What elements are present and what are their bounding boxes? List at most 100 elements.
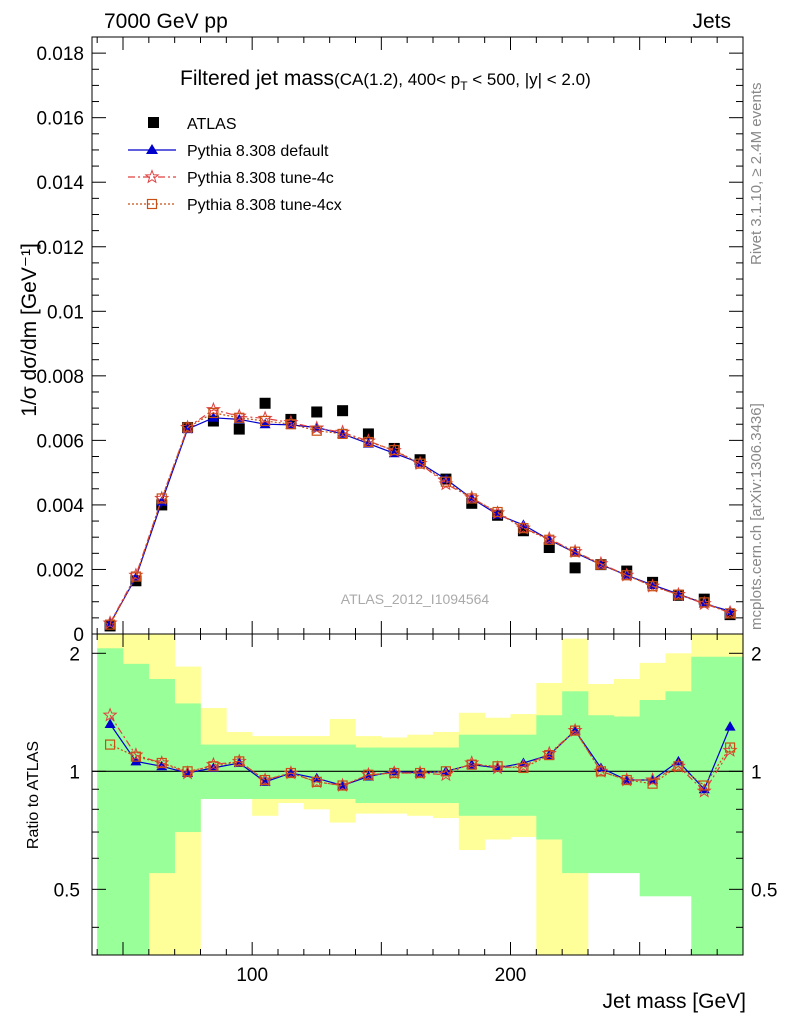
main-series-3-point-10 [363,436,374,448]
ratio-band-green [536,715,563,840]
main-series-3-point-11 [389,444,400,456]
legend-label-default: Pythia 8.308 default [187,143,329,160]
x-tick-label: 100 [236,965,268,986]
ratio-series-1-point-0 [102,707,118,722]
main-series-3-point-6 [259,415,271,427]
ratio-series-2-point-7 [285,767,297,779]
main-y-axis-label: 1/σ dσ/dm [GeV⁻¹] [18,243,41,417]
main-series-0-point-6 [259,397,271,409]
x-axis-label: Jet mass [GeV] [602,990,746,1013]
main-series-3-point-1 [130,571,142,582]
main-y-tick-label: 0 [73,625,84,646]
main-series-3-point-14 [466,493,477,504]
main-series-3-point-17 [544,534,555,545]
main-series-3-point-22 [673,589,684,600]
main-y-tick-label: 0.004 [36,496,84,517]
main-title-sub-subscript: T [460,79,468,93]
legend-entry-atlas: ATLAS [148,116,237,133]
ratio-band-green [691,656,718,955]
main-y-tick-label: 0.014 [36,173,84,194]
ratio-series-2-point-6 [259,774,271,786]
ratio-series-0-point-10 [362,771,374,781]
ratio-series-2-point-24 [724,742,736,753]
main-plot: 0 0.002 0.004 0.006 0.008 0.01 0.012 0.014 0.016… [36,36,744,646]
ratio-series-2-point-21 [647,778,658,789]
main-series-3-point-2 [156,493,167,504]
ratio-y-tick-label-right: 2 [751,644,762,665]
ratio-band-green [588,715,615,874]
main-title-sub-pre: (CA(1.2), 400< p [334,70,460,89]
ratio-series-2-point-8 [311,776,322,787]
main-series-3-point-12 [414,458,426,469]
main-series-3-point-0 [104,619,116,630]
main-y-tick-label: 0.018 [36,44,84,65]
legend-marker-default [146,144,158,154]
main-title: Filtered jet mass(CA(1.2), 400< pT < 500… [180,67,591,93]
ratio-series-2-point-20 [621,774,632,786]
main-series-3-point-4 [208,407,219,419]
main-series-3-point-8 [311,425,322,436]
ratio-series-2-point-18 [569,725,581,736]
ratio-series-2-point-1 [130,751,142,762]
header-energy: 7000 GeV pp [104,10,228,33]
ratio-series-0-point-23 [698,783,710,794]
main-y-tick-label: 0.012 [36,238,84,259]
main-series-3-point-3 [182,422,193,433]
ratio-series-2-point-10 [363,769,374,780]
main-title-text: Filtered jet mass [180,67,334,90]
ratio-y-tick-label-right: 1 [751,762,762,783]
header-category: Jets [692,10,731,33]
main-series-3-point-20 [621,570,632,581]
legend-label-tune4cx: Pythia 8.308 tune-4cx [187,197,342,214]
ratio-band-green [717,656,744,955]
main-title-sub-post: < 500, |y| < 2.0) [468,70,591,89]
main-series-0-point-5 [233,423,245,435]
legend-marker-tune4cx [146,198,158,210]
ratio-series-2-point-3 [182,766,193,777]
ratio-series-2-point-23 [699,780,710,791]
legend-label-atlas: ATLAS [187,116,237,133]
ratio-series-2-point-14 [466,759,477,770]
rivet-label: Rivet 3.1.10, ≥ 2.4M events [748,83,765,266]
ratio-band-green [148,678,175,874]
ratio-band-green [562,691,589,874]
ratio-band-green [665,691,692,897]
ratio-y-tick-label: 0.5 [54,880,80,901]
main-series-0-point-18 [569,562,581,574]
main-y-tick-label: 0.002 [36,560,84,581]
main-series-0-point-8 [311,406,323,418]
legend-entry-default: Pythia 8.308 default [128,143,329,160]
main-y-tick-label: 0.008 [36,367,84,388]
main-series-3-point-7 [285,419,297,430]
main-series-0-point-17 [543,542,555,554]
ratio-band-green [613,716,640,874]
main-y-tick-label: 0.01 [47,302,84,323]
ratio-series-2-line [109,729,731,787]
ratio-plot: 0.5 0.5 1 1 2 2 100 200 [54,633,777,986]
main-series-3-point-21 [647,581,658,592]
main-series-3-line [109,412,731,625]
ratio-series-0-point-24 [724,721,736,731]
ratio-series-2-point-17 [544,749,555,761]
main-series-3-point-13 [440,476,452,487]
ratio-y-tick-label: 2 [69,644,80,665]
main-series-3-point-24 [724,608,736,619]
legend-entry-tune4cx: Pythia 8.308 tune-4cx [128,197,342,214]
ratio-band-green [484,734,511,816]
ratio-band-green [510,734,537,816]
ratio-series-2-point-16 [518,762,529,774]
main-series-0-point-9 [337,405,349,417]
legend: ATLAS Pythia 8.308 default Pythia 8.308 … [128,116,342,214]
main-y-tick-label: 0.016 [36,109,84,130]
legend-entry-tune4c: Pythia 8.308 tune-4c [128,169,334,187]
ratio-series-2-point-2 [156,757,167,769]
ratio-series-1-point-21 [645,772,661,787]
legend-marker-atlas [148,117,159,128]
main-series-3-point-5 [234,412,245,423]
ratio-band-green [639,700,666,897]
ratio-series-2-point-9 [337,780,348,791]
ratio-series-2-point-13 [440,766,452,777]
ratio-band-green [97,648,124,955]
main-series-3-point-15 [492,506,503,518]
